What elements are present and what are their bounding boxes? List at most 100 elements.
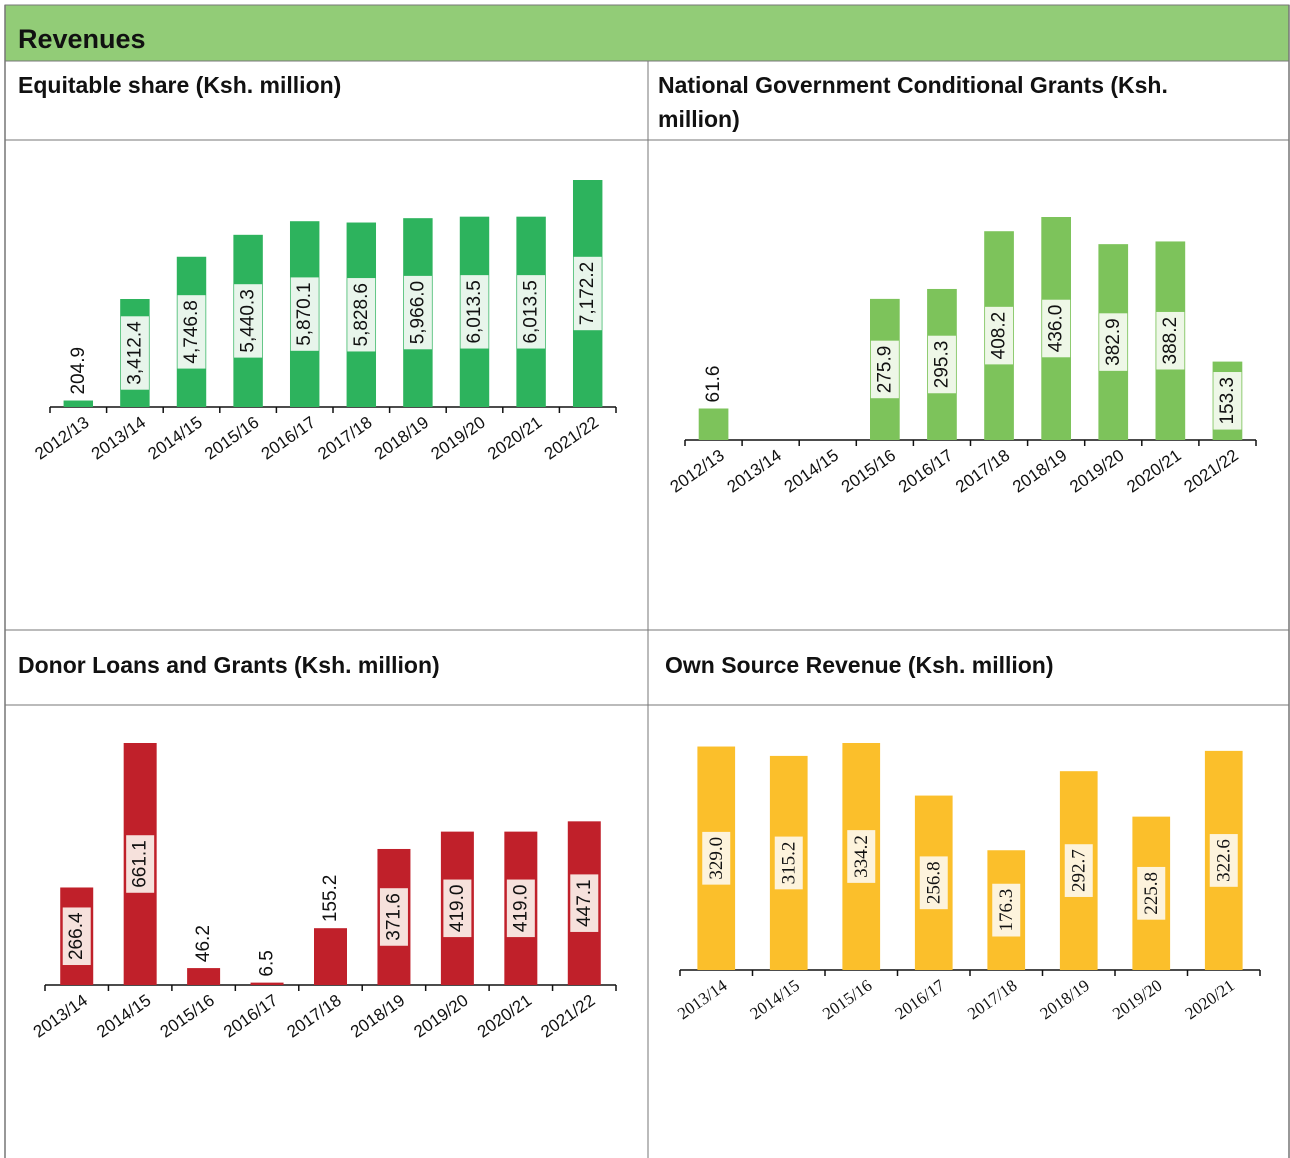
- x-tick-label: 2015/16: [819, 976, 876, 1024]
- data-label-bg: [177, 295, 206, 369]
- data-label: 382.9: [1103, 318, 1124, 366]
- x-tick-label: 2014/15: [781, 446, 842, 497]
- data-label: 419.0: [510, 885, 531, 933]
- x-tick-label: 2019/20: [410, 991, 471, 1042]
- data-label: 419.0: [447, 885, 468, 933]
- x-tick-label: 2013/14: [674, 975, 731, 1023]
- data-label: 61.6: [703, 366, 724, 403]
- data-label: 6,013.5: [521, 280, 542, 343]
- data-label-group: 295.3: [927, 335, 956, 394]
- x-tick-label: 2017/18: [284, 991, 345, 1042]
- data-label: 46.2: [193, 925, 214, 962]
- data-label: 3,412.4: [124, 321, 145, 385]
- data-label-bg: [1209, 834, 1238, 887]
- data-label: 334.2: [851, 835, 872, 878]
- data-label: 371.6: [383, 893, 404, 941]
- data-label-bg: [126, 835, 155, 893]
- x-tick-label: 2015/16: [201, 413, 262, 464]
- data-label-group: 292.7: [1064, 844, 1093, 897]
- x-tick-label: 2019/20: [1109, 976, 1166, 1024]
- data-label-bg: [573, 256, 602, 331]
- data-label-group: 153.3: [1213, 372, 1242, 430]
- data-label-bg: [506, 879, 535, 938]
- x-tick-label: 2021/22: [541, 413, 602, 464]
- x-tick-label: 2016/17: [258, 413, 319, 464]
- data-label-group: 204.9: [68, 347, 89, 395]
- data-label-group: 329.0: [702, 831, 731, 885]
- data-label-bg: [1213, 372, 1242, 430]
- x-tick-label: 2012/13: [667, 446, 728, 497]
- data-label-bg: [927, 335, 956, 394]
- data-label-group: 447.1: [570, 874, 599, 932]
- data-label-group: 266.4: [62, 907, 91, 966]
- x-tick-label: 2018/19: [371, 413, 432, 464]
- data-label-group: 176.3: [992, 883, 1021, 937]
- data-label-group: 155.2: [320, 875, 341, 923]
- data-label: 322.6: [1213, 839, 1234, 882]
- data-label-group: 5,828.6: [347, 278, 376, 352]
- data-label-bg: [379, 888, 408, 946]
- data-label-group: 334.2: [847, 830, 876, 883]
- x-tick-label: 2015/16: [838, 446, 899, 497]
- data-label-group: 436.0: [1042, 299, 1071, 358]
- data-label-group: 315.2: [774, 836, 803, 890]
- data-label: 5,870.1: [294, 282, 315, 345]
- data-label: 5,440.3: [238, 289, 259, 352]
- data-label: 275.9: [874, 346, 895, 394]
- data-label: 329.0: [706, 837, 727, 880]
- x-tick-label: 2017/18: [964, 976, 1021, 1024]
- data-label-bg: [234, 284, 263, 358]
- data-label: 6,013.5: [464, 280, 485, 343]
- data-label-bg: [443, 879, 472, 938]
- data-label-group: 661.1: [126, 835, 155, 893]
- data-label-bg: [403, 275, 432, 350]
- x-tick-label: 2020/21: [474, 991, 535, 1042]
- data-label-group: 382.9: [1099, 313, 1128, 371]
- data-label-group: 4,746.8: [177, 295, 206, 369]
- data-label-group: 388.2: [1156, 311, 1185, 370]
- data-label-group: 225.8: [1137, 866, 1166, 920]
- data-label-group: 322.6: [1209, 834, 1238, 887]
- data-label-bg: [1156, 311, 1185, 370]
- data-label: 204.9: [68, 347, 89, 395]
- data-label-group: 408.2: [985, 306, 1014, 365]
- data-label: 6.5: [257, 950, 278, 976]
- x-tick-label: 2014/15: [746, 976, 803, 1024]
- chart-title: Donor Loans and Grants (Ksh. million): [18, 652, 440, 678]
- data-label: 7,172.2: [577, 262, 598, 325]
- x-tick-label: 2014/15: [145, 413, 206, 464]
- data-label: 436.0: [1046, 305, 1067, 353]
- x-tick-label: 2013/14: [724, 446, 785, 497]
- bar: [187, 968, 221, 985]
- data-label-bg: [870, 340, 899, 399]
- x-tick-label: 2018/19: [1036, 976, 1093, 1024]
- x-tick-label: 2019/20: [1066, 446, 1127, 497]
- x-tick-label: 2015/16: [157, 991, 218, 1042]
- x-tick-label: 2020/21: [1123, 446, 1184, 497]
- data-label: 292.7: [1068, 849, 1089, 892]
- x-tick-label: 2017/18: [952, 446, 1013, 497]
- data-label-bg: [1064, 844, 1093, 897]
- data-label-bg: [1137, 866, 1166, 920]
- data-label-bg: [1042, 299, 1071, 358]
- data-label-bg: [847, 830, 876, 883]
- x-tick-label: 2013/14: [30, 991, 91, 1042]
- x-tick-label: 2021/22: [1181, 446, 1242, 497]
- data-label-bg: [290, 277, 319, 351]
- data-label-group: 7,172.2: [573, 256, 602, 331]
- bar: [314, 928, 347, 985]
- x-tick-label: 2012/13: [31, 413, 92, 464]
- header-band: [4, 4, 1290, 62]
- data-label-group: 419.0: [506, 879, 535, 938]
- data-label: 447.1: [574, 879, 595, 927]
- data-label: 295.3: [931, 341, 952, 389]
- data-label-bg: [570, 874, 599, 932]
- data-label-group: 371.6: [379, 888, 408, 946]
- chart-title: National Government Conditional Grants (…: [658, 72, 1168, 132]
- data-label-group: 5,440.3: [234, 284, 263, 358]
- data-label-group: 6.5: [257, 950, 278, 976]
- data-label-bg: [517, 275, 546, 349]
- data-label: 256.8: [923, 861, 944, 904]
